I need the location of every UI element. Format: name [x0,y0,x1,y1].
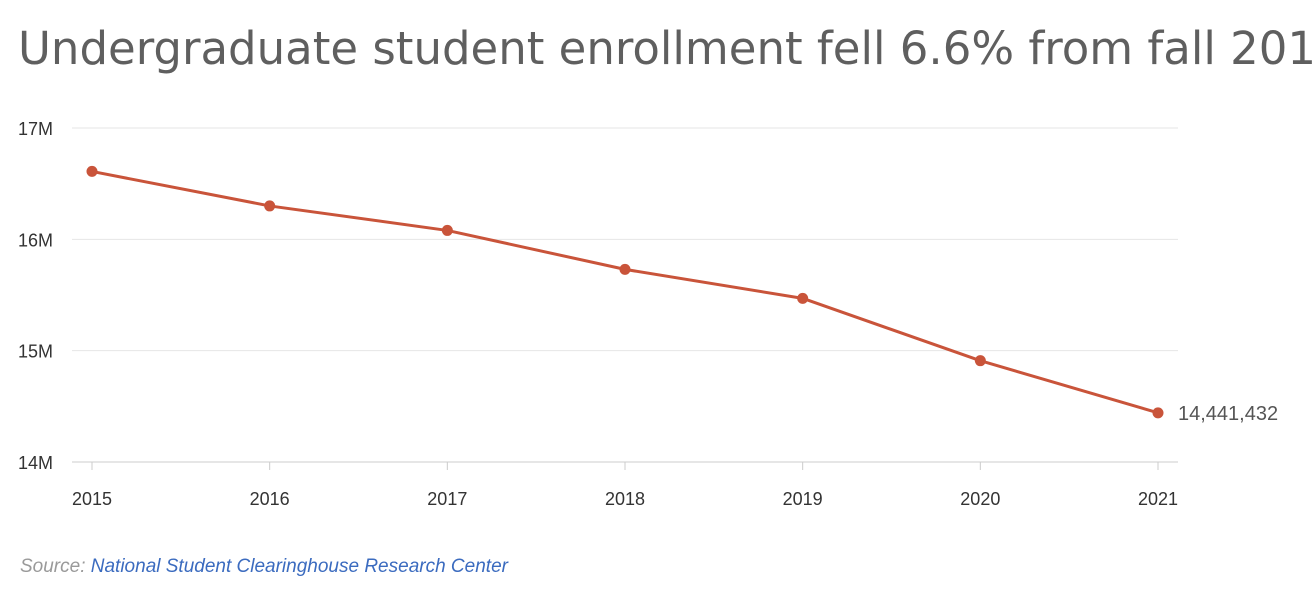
source-note: Source: National Student Clearinghouse R… [20,556,508,578]
data-point [441,224,453,236]
gridlines [72,127,1178,463]
x-tick-label: 2020 [960,489,1000,509]
data-point [86,165,98,177]
data-point [264,200,276,212]
x-tick-label: 2016 [250,489,290,509]
y-tick-label: 14M [18,453,53,473]
series-line [91,169,1159,415]
y-tick-label: 15M [18,342,53,362]
x-axis: 2015 2016 2017 2018 2019 2020 2021 [72,461,1178,509]
y-tick-label: 16M [18,230,53,250]
chart-title: Undergraduate student enrollment fell 6.… [18,22,1312,75]
data-point [619,263,631,275]
series-enrollment [86,165,1164,419]
x-tick-label: 2017 [427,489,467,509]
data-point [1152,407,1164,419]
y-axis-ticks: 17M 16M 15M 14M [18,119,53,473]
end-value-label: 14,441,432 [1178,403,1278,425]
source-label: Source: [20,556,86,577]
x-tick-label: 2018 [605,489,645,509]
data-point [797,292,809,304]
x-tick-label: 2019 [783,489,823,509]
data-labels: 14,441,432 [1178,403,1278,425]
x-tick-label: 2021 [1138,489,1178,509]
y-tick-label: 17M [18,119,53,139]
source-link[interactable]: National Student Clearinghouse Research … [90,556,508,577]
data-point [974,355,986,367]
x-tick-label: 2015 [72,489,112,509]
